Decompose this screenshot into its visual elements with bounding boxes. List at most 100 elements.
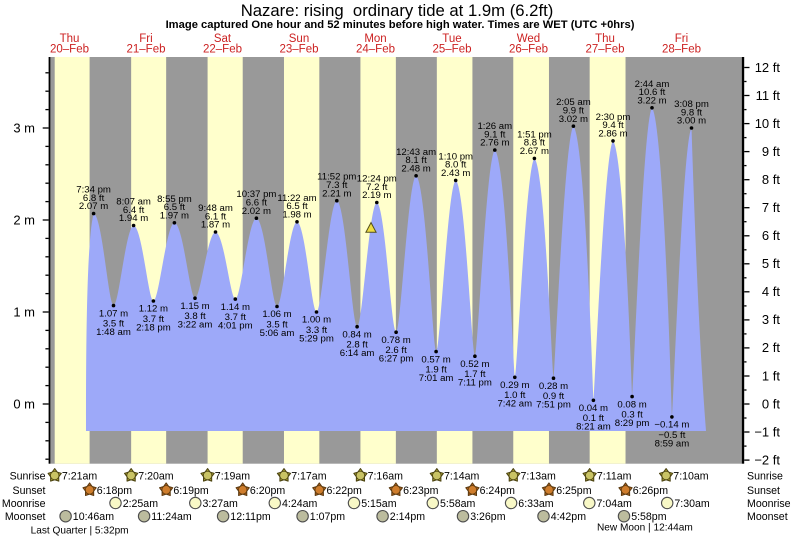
svg-text:11:22 am: 11:22 am xyxy=(277,193,316,204)
svg-text:0.84 m: 0.84 m xyxy=(342,329,371,340)
svg-text:1:51 pm: 1:51 pm xyxy=(517,129,552,140)
svg-text:3.7 ft: 3.7 ft xyxy=(225,312,247,323)
svg-text:7:19am: 7:19am xyxy=(215,470,251,482)
svg-text:20–Feb: 20–Feb xyxy=(50,44,89,56)
svg-text:Tue: Tue xyxy=(442,33,461,45)
svg-text:2.6 ft: 2.6 ft xyxy=(385,345,407,356)
svg-text:7:10am: 7:10am xyxy=(673,470,709,482)
svg-text:11 ft: 11 ft xyxy=(756,88,781,103)
svg-text:New Moon | 12:44am: New Moon | 12:44am xyxy=(597,523,693,534)
svg-text:0.78 m: 0.78 m xyxy=(381,335,410,346)
svg-text:0.08 m: 0.08 m xyxy=(617,399,646,410)
svg-text:3.7 ft: 3.7 ft xyxy=(143,314,165,325)
svg-text:24–Feb: 24–Feb xyxy=(356,44,395,56)
svg-text:1.00 m: 1.00 m xyxy=(302,315,331,326)
svg-text:1.7 ft: 1.7 ft xyxy=(464,369,486,380)
svg-text:2 ft: 2 ft xyxy=(762,340,780,355)
svg-text:3.22 m: 3.22 m xyxy=(637,95,666,106)
svg-text:3.5 ft: 3.5 ft xyxy=(103,319,125,330)
svg-text:7:16am: 7:16am xyxy=(368,470,404,482)
svg-text:2.02 m: 2.02 m xyxy=(242,206,271,217)
svg-text:11:24am: 11:24am xyxy=(151,511,192,523)
svg-text:1:10 pm: 1:10 pm xyxy=(438,151,473,162)
svg-text:Moonset: Moonset xyxy=(747,511,788,523)
svg-text:4:24am: 4:24am xyxy=(282,498,318,510)
svg-text:6:25pm: 6:25pm xyxy=(556,485,592,497)
svg-text:Nazare: rising ordinary tide: Nazare: rising ordinary tide at 1.9m (6.… xyxy=(241,1,554,20)
svg-text:2:05 am: 2:05 am xyxy=(556,97,591,108)
svg-text:7:51 pm: 7:51 pm xyxy=(536,400,571,411)
svg-text:7:11am: 7:11am xyxy=(597,470,632,482)
svg-text:12 ft: 12 ft xyxy=(755,60,781,75)
svg-text:6.6 ft: 6.6 ft xyxy=(246,198,268,209)
svg-text:3 m: 3 m xyxy=(13,120,35,135)
svg-text:6:18pm: 6:18pm xyxy=(97,485,133,497)
svg-text:27–Feb: 27–Feb xyxy=(585,44,624,56)
svg-text:12:43 am: 12:43 am xyxy=(396,147,436,158)
svg-text:6 ft: 6 ft xyxy=(762,228,780,243)
svg-text:7:04am: 7:04am xyxy=(597,498,633,510)
svg-text:8:55 pm: 8:55 pm xyxy=(157,194,192,205)
svg-text:Image captured One hour and 52: Image captured One hour and 52 minutes b… xyxy=(166,19,635,31)
svg-text:1 ft: 1 ft xyxy=(762,368,780,383)
svg-text:2.76 m: 2.76 m xyxy=(480,138,509,149)
svg-text:0.52 m: 0.52 m xyxy=(460,359,489,370)
svg-text:1.0 ft: 1.0 ft xyxy=(504,390,526,401)
svg-text:7:42 am: 7:42 am xyxy=(497,399,532,410)
svg-text:1.98 m: 1.98 m xyxy=(282,209,311,220)
svg-text:10.6 ft: 10.6 ft xyxy=(639,87,666,98)
svg-text:6:33am: 6:33am xyxy=(518,498,554,510)
svg-text:1.87 m: 1.87 m xyxy=(201,220,230,231)
svg-text:1:48 am: 1:48 am xyxy=(96,327,131,338)
svg-text:5:58am: 5:58am xyxy=(440,498,476,510)
svg-text:6:24pm: 6:24pm xyxy=(480,485,516,497)
svg-text:6:20pm: 6:20pm xyxy=(250,485,286,497)
svg-text:0.04 m: 0.04 m xyxy=(579,403,608,414)
svg-text:7:01 am: 7:01 am xyxy=(419,373,454,384)
svg-text:8 ft: 8 ft xyxy=(762,172,780,187)
svg-text:28–Feb: 28–Feb xyxy=(662,44,701,56)
svg-text:Mon: Mon xyxy=(364,33,386,45)
svg-text:2:30 pm: 2:30 pm xyxy=(596,112,631,123)
svg-text:8.8 ft: 8.8 ft xyxy=(524,138,546,149)
svg-text:−0.5 ft: −0.5 ft xyxy=(658,430,685,441)
svg-text:1.12 m: 1.12 m xyxy=(139,304,168,315)
svg-text:7.2 ft: 7.2 ft xyxy=(366,182,388,193)
svg-text:1.07 m: 1.07 m xyxy=(99,308,128,319)
svg-text:8:59 am: 8:59 am xyxy=(655,438,690,449)
svg-text:3:22 am: 3:22 am xyxy=(178,320,213,331)
svg-text:5:15am: 5:15am xyxy=(361,498,397,510)
svg-text:1:26 am: 1:26 am xyxy=(477,121,512,132)
svg-text:8:07 am: 8:07 am xyxy=(116,197,151,208)
svg-text:1.15 m: 1.15 m xyxy=(180,301,209,312)
svg-text:10 ft: 10 ft xyxy=(755,116,781,131)
svg-text:2.43 m: 2.43 m xyxy=(441,168,470,179)
svg-text:7:34 pm: 7:34 pm xyxy=(76,185,111,196)
svg-text:3.02 m: 3.02 m xyxy=(559,114,588,125)
svg-text:6:19pm: 6:19pm xyxy=(173,485,209,497)
svg-text:2 m: 2 m xyxy=(13,212,35,227)
svg-text:0.28 m: 0.28 m xyxy=(539,381,568,392)
svg-text:0.29 m: 0.29 m xyxy=(500,380,529,391)
svg-text:3:08 pm: 3:08 pm xyxy=(674,99,709,110)
svg-text:7:21am: 7:21am xyxy=(62,470,98,482)
svg-text:5:06 am: 5:06 am xyxy=(260,328,295,339)
svg-text:Moonset: Moonset xyxy=(5,511,46,523)
svg-text:1.97 m: 1.97 m xyxy=(160,210,189,221)
svg-text:1 m: 1 m xyxy=(13,304,35,319)
svg-text:2:44 am: 2:44 am xyxy=(635,79,670,90)
svg-text:2.19 m: 2.19 m xyxy=(362,190,391,201)
svg-text:2.21 m: 2.21 m xyxy=(322,188,351,199)
svg-text:4:01 pm: 4:01 pm xyxy=(218,321,253,332)
svg-text:0 ft: 0 ft xyxy=(762,396,780,411)
svg-text:0.57 m: 0.57 m xyxy=(421,354,450,365)
svg-text:10:37 pm: 10:37 pm xyxy=(236,189,276,200)
svg-text:6.8 ft: 6.8 ft xyxy=(83,193,105,204)
svg-text:2:18 pm: 2:18 pm xyxy=(136,322,171,333)
svg-text:11:52 pm: 11:52 pm xyxy=(317,172,356,183)
svg-text:Thu: Thu xyxy=(595,33,615,45)
svg-text:3 ft: 3 ft xyxy=(762,312,780,327)
svg-text:23–Feb: 23–Feb xyxy=(279,44,318,56)
svg-text:Sunset: Sunset xyxy=(747,485,780,497)
svg-text:−1 ft: −1 ft xyxy=(754,424,780,439)
